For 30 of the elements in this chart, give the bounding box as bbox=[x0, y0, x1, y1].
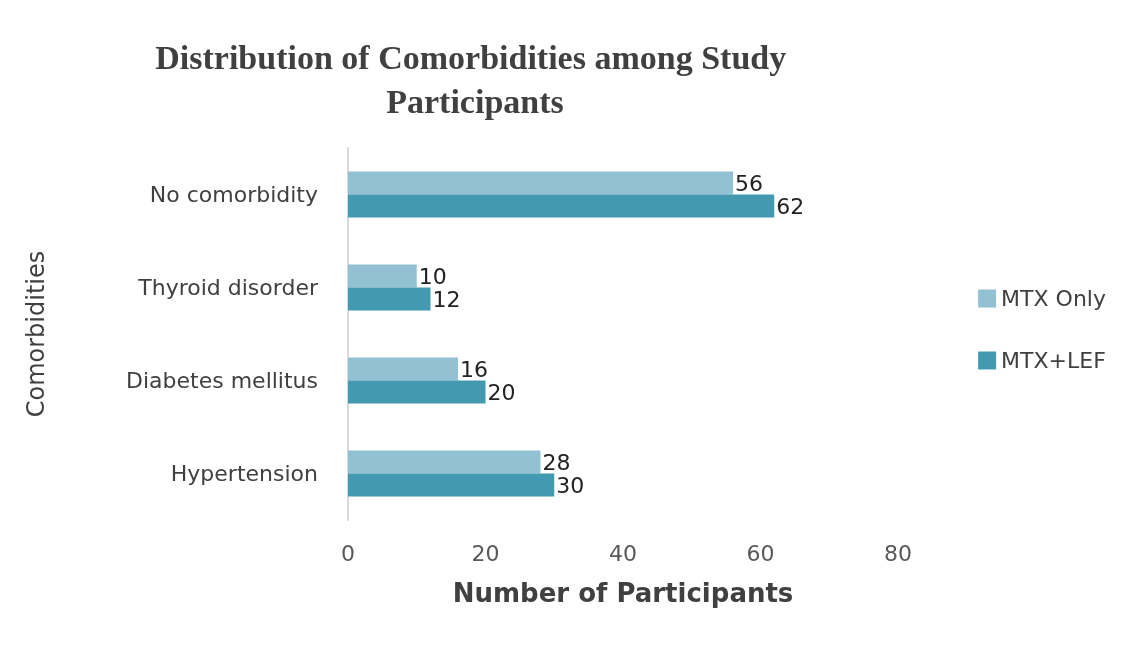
x-tick-label: 20 bbox=[471, 540, 500, 566]
bar bbox=[348, 473, 555, 497]
data-label: 56 bbox=[735, 170, 763, 196]
data-label: 62 bbox=[776, 193, 805, 219]
data-label: 30 bbox=[556, 472, 585, 498]
bar bbox=[348, 380, 486, 404]
data-label: 10 bbox=[418, 263, 447, 289]
x-tick-label: 40 bbox=[609, 540, 637, 566]
y-tick-label: Diabetes mellitus bbox=[126, 368, 318, 393]
data-label: 16 bbox=[460, 356, 488, 382]
legend-label: MTX Only bbox=[1001, 286, 1107, 311]
bar bbox=[348, 357, 458, 381]
data-label: 28 bbox=[542, 449, 571, 475]
x-tick-label: 80 bbox=[884, 540, 912, 566]
legend-label: MTX+LEF bbox=[1001, 348, 1106, 373]
chart-title: Distribution of Comorbidities among Study Participants bbox=[155, 38, 795, 120]
bar bbox=[348, 450, 541, 474]
bar bbox=[348, 264, 417, 288]
x-tick-label: 0 bbox=[341, 540, 355, 566]
x-axis-title: Number of Participants bbox=[452, 578, 794, 608]
data-label: 12 bbox=[432, 286, 461, 312]
bar bbox=[348, 287, 431, 311]
bar bbox=[348, 171, 733, 195]
x-tick-label: 60 bbox=[746, 540, 775, 566]
bar bbox=[348, 194, 775, 218]
y-tick-label: No comorbidity bbox=[149, 182, 318, 207]
y-axis-title: Comorbidities bbox=[22, 250, 50, 418]
y-tick-label: Thyroid disorder bbox=[137, 275, 319, 300]
y-tick-label: Hypertension bbox=[170, 461, 318, 486]
data-label: 20 bbox=[487, 379, 516, 405]
